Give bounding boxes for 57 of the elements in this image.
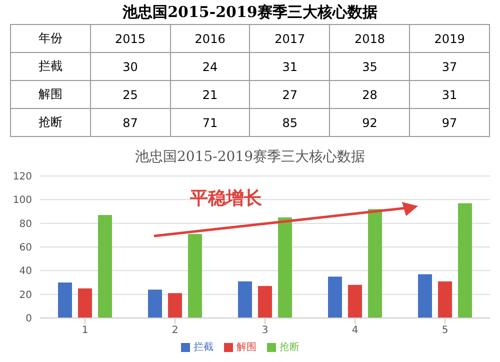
bar — [368, 209, 382, 318]
data-label: 31 — [250, 52, 330, 80]
data-label: 97 — [410, 108, 490, 136]
annotation: 平稳增长 — [190, 187, 262, 210]
x-axis-title: 年份 — [10, 24, 90, 52]
bar — [148, 290, 162, 318]
bar — [168, 293, 182, 318]
chart-title: 池忠国2015-2019赛季三大核心数据 — [134, 148, 366, 167]
data-label: 27 — [250, 80, 330, 108]
legend-label: 解围 — [236, 342, 256, 353]
bar — [328, 276, 342, 318]
y-tick-label: 解围 — [10, 80, 90, 108]
data-label: 87 — [90, 108, 170, 136]
bar — [258, 286, 272, 318]
bar — [458, 203, 472, 318]
y-tick-label: 0 — [26, 314, 32, 325]
data-label: 37 — [410, 52, 490, 80]
chart-title: 池忠国2015-2019赛季三大核心数据 — [122, 2, 378, 23]
x-tick-label: 2017 — [250, 24, 330, 52]
legend-label: 拦截 — [194, 342, 214, 353]
x-tick-label: 2 — [172, 325, 178, 336]
data-label: 85 — [250, 108, 330, 136]
x-tick-label: 2019 — [410, 24, 490, 52]
data-label: 35 — [330, 52, 410, 80]
bar — [278, 217, 292, 318]
bar — [58, 282, 72, 318]
x-tick-label: 2018 — [330, 24, 410, 52]
y-tick-label: 80 — [19, 218, 32, 230]
data-label: 28 — [330, 80, 410, 108]
bar — [78, 288, 92, 318]
y-tick-label: 60 — [19, 242, 32, 254]
legend-label: 抢断 — [280, 342, 300, 353]
y-tick-label: 拦截 — [10, 52, 90, 80]
data-label: 24 — [170, 52, 250, 80]
data-label: 31 — [410, 80, 490, 108]
data-label: 25 — [90, 80, 170, 108]
bar — [418, 274, 432, 318]
bar — [188, 234, 202, 318]
y-tick-label: 100 — [12, 195, 32, 206]
x-tick-label: 5 — [442, 325, 448, 336]
y-tick-label: 抢断 — [10, 108, 90, 136]
x-tick-label: 4 — [352, 325, 358, 336]
x-tick-label: 2016 — [170, 24, 250, 52]
data-label: 30 — [90, 52, 170, 80]
bar — [98, 215, 112, 318]
x-tick-label: 1 — [82, 325, 88, 336]
data-label: 92 — [330, 108, 410, 136]
y-tick-label: 120 — [12, 172, 32, 183]
data-label: 71 — [170, 108, 250, 136]
bar — [238, 281, 252, 318]
y-tick-label: 20 — [19, 290, 32, 301]
bar — [348, 284, 362, 318]
y-tick-label: 40 — [19, 266, 32, 278]
x-tick-label: 3 — [262, 325, 268, 336]
bar — [438, 281, 452, 318]
x-tick-label: 2015 — [90, 24, 170, 52]
data-label: 21 — [170, 80, 250, 108]
